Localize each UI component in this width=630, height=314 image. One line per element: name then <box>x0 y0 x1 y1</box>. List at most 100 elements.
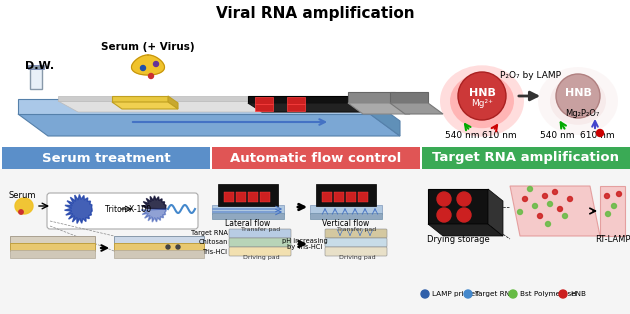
Polygon shape <box>390 92 428 103</box>
Circle shape <box>546 221 551 226</box>
Circle shape <box>437 192 451 206</box>
Circle shape <box>517 209 522 214</box>
Text: Driving pad: Driving pad <box>243 255 279 259</box>
Text: Transfer pad: Transfer pad <box>338 226 377 231</box>
Bar <box>346 192 356 202</box>
Text: 610 nm: 610 nm <box>580 132 614 140</box>
Text: Transfer pad: Transfer pad <box>241 226 280 231</box>
FancyBboxPatch shape <box>229 247 291 256</box>
Bar <box>0 169 630 314</box>
Polygon shape <box>370 99 400 136</box>
Bar <box>287 97 305 104</box>
Circle shape <box>553 190 558 194</box>
Circle shape <box>532 203 537 208</box>
Polygon shape <box>348 103 410 114</box>
Circle shape <box>605 193 609 198</box>
Text: HNB: HNB <box>469 88 495 98</box>
Bar <box>334 192 344 202</box>
FancyBboxPatch shape <box>325 238 387 247</box>
Circle shape <box>509 290 517 298</box>
Polygon shape <box>248 96 348 103</box>
Ellipse shape <box>440 65 524 137</box>
Text: Drying storage: Drying storage <box>427 235 490 243</box>
Polygon shape <box>348 92 395 103</box>
Circle shape <box>457 208 471 222</box>
Circle shape <box>176 245 180 249</box>
Circle shape <box>556 74 600 118</box>
Text: Automatic flow control: Automatic flow control <box>231 151 402 165</box>
Bar <box>212 147 420 169</box>
Polygon shape <box>510 186 600 236</box>
FancyBboxPatch shape <box>229 238 291 247</box>
Circle shape <box>166 245 170 249</box>
Circle shape <box>597 129 604 137</box>
Polygon shape <box>168 96 178 109</box>
Bar <box>10 250 95 258</box>
Bar <box>212 205 284 214</box>
Circle shape <box>547 202 553 207</box>
FancyBboxPatch shape <box>229 229 291 238</box>
Text: LAMP primer: LAMP primer <box>432 291 478 297</box>
Polygon shape <box>18 99 370 114</box>
Circle shape <box>140 66 146 71</box>
Bar <box>358 192 368 202</box>
Circle shape <box>537 214 542 219</box>
Bar <box>10 243 95 251</box>
Text: 540 nm: 540 nm <box>540 132 575 140</box>
Circle shape <box>421 290 429 298</box>
Circle shape <box>522 197 527 202</box>
Text: 540 nm: 540 nm <box>445 132 479 140</box>
Bar <box>114 243 204 251</box>
Bar <box>218 184 278 206</box>
Bar <box>322 192 332 202</box>
FancyBboxPatch shape <box>325 229 387 238</box>
Circle shape <box>527 187 532 192</box>
Polygon shape <box>428 189 488 224</box>
Circle shape <box>458 72 506 120</box>
Text: 610 nm: 610 nm <box>482 132 517 140</box>
Circle shape <box>558 207 563 212</box>
Ellipse shape <box>450 74 514 128</box>
Bar <box>255 97 273 104</box>
Ellipse shape <box>550 77 606 125</box>
Bar <box>422 147 630 169</box>
Text: Vertical flow: Vertical flow <box>323 219 370 228</box>
Circle shape <box>19 210 23 214</box>
Text: Viral RNA amplification: Viral RNA amplification <box>215 6 415 21</box>
Bar <box>260 192 270 202</box>
Text: Mg₂P₂O₇: Mg₂P₂O₇ <box>565 110 599 118</box>
Polygon shape <box>600 186 625 236</box>
Polygon shape <box>488 189 503 236</box>
Bar <box>248 192 258 202</box>
Bar <box>255 104 273 111</box>
Ellipse shape <box>538 67 618 135</box>
Bar <box>28 65 44 69</box>
Bar <box>287 104 305 111</box>
Polygon shape <box>248 103 362 112</box>
Polygon shape <box>58 96 358 101</box>
Ellipse shape <box>460 82 504 120</box>
Polygon shape <box>112 96 168 102</box>
Circle shape <box>605 212 610 216</box>
Bar <box>114 236 204 244</box>
Text: Serum: Serum <box>8 191 36 199</box>
Polygon shape <box>18 114 400 136</box>
Polygon shape <box>64 194 92 224</box>
Text: HNB: HNB <box>564 88 592 98</box>
Bar <box>2 147 210 169</box>
Bar <box>316 184 376 206</box>
Circle shape <box>612 203 617 208</box>
Text: Serum (+ Virus): Serum (+ Virus) <box>101 42 195 52</box>
Polygon shape <box>428 224 503 236</box>
Text: Lateral flow: Lateral flow <box>226 219 271 228</box>
Circle shape <box>437 208 451 222</box>
Circle shape <box>457 192 471 206</box>
Text: Target RNA: Target RNA <box>475 291 515 297</box>
Text: Target RNA amplification: Target RNA amplification <box>433 151 619 165</box>
Polygon shape <box>112 102 178 109</box>
Bar <box>10 236 95 244</box>
Text: Bst Polymerase: Bst Polymerase <box>520 291 576 297</box>
Polygon shape <box>141 196 166 209</box>
Bar <box>30 67 42 89</box>
Text: Triton X-100: Triton X-100 <box>105 204 151 214</box>
